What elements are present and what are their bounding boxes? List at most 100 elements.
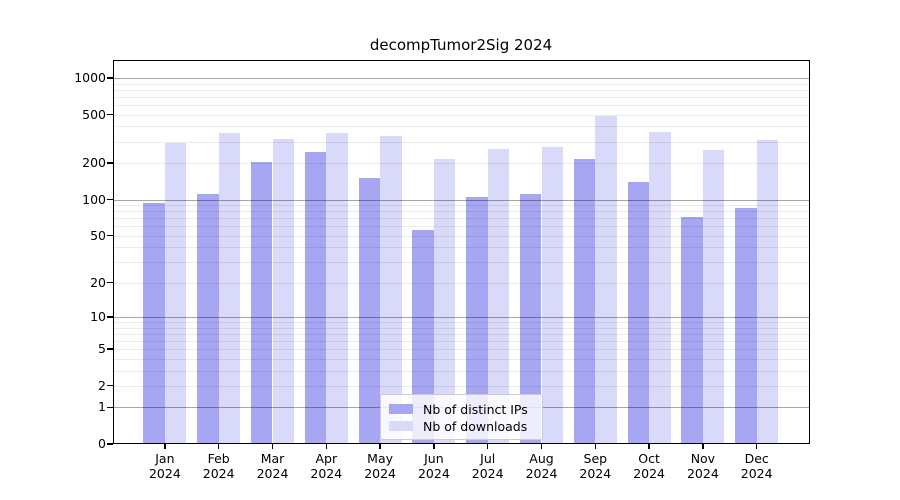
bar-nb-of-distinct-ips-sep-2024 [573,158,596,444]
y-tick-mark-1 [107,406,113,408]
x-tick-label-nov-2024: Nov 2024 [686,451,719,481]
x-tick-label-jul-2024: Jul 2024 [471,451,504,481]
x-tick-label-mar-2024: Mar 2024 [256,451,289,481]
bar-nb-of-downloads-jul-2024 [487,149,510,444]
y-tick-label-50: 50 [90,227,106,243]
bar-nb-of-distinct-ips-may-2024 [358,178,381,444]
y-tick-mark-10 [107,316,113,318]
major-gridline-10 [113,317,810,318]
legend-item-distinct-ips: Nb of distinct IPs [389,401,534,417]
x-tick-mark-nov-2024 [702,444,704,449]
x-tick-mark-may-2024 [379,444,381,449]
legend-swatch-downloads [389,421,413,431]
x-tick-label-apr-2024: Apr 2024 [310,451,343,481]
bar-nb-of-distinct-ips-nov-2024 [681,216,703,444]
minor-gridline-20 [113,282,810,284]
y-tick-label-2: 2 [98,377,106,393]
bar-nb-of-downloads-jan-2024 [164,143,187,444]
plot-area: Nb of distinct IPs Nb of downloads [113,60,810,444]
y-tick-label-100: 100 [82,191,106,207]
bar-nb-of-distinct-ips-jan-2024 [143,203,165,444]
y-tick-mark-0 [107,443,113,445]
x-tick-label-dec-2024: Dec 2024 [740,451,773,481]
bar-nb-of-downloads-oct-2024 [649,132,671,444]
legend: Nb of distinct IPs Nb of downloads [380,394,543,440]
y-tick-label-10: 10 [90,309,106,324]
y-tick-mark-1000 [107,77,113,79]
x-tick-mark-dec-2024 [756,444,758,449]
bar-nb-of-downloads-dec-2024 [756,139,779,444]
minor-gridline-500 [113,114,810,116]
y-tick-label-0: 0 [98,436,106,451]
minor-gridline-60 [113,226,810,228]
minor-gridline-900 [113,83,810,85]
bar-nb-of-distinct-ips-jun-2024 [412,229,434,444]
minor-gridline-600 [113,105,810,106]
minor-gridline-40 [113,247,810,249]
bar-nb-of-distinct-ips-mar-2024 [250,161,273,444]
bar-nb-of-downloads-apr-2024 [326,132,348,444]
minor-gridline-700 [113,96,810,98]
bar-nb-of-distinct-ips-dec-2024 [735,208,757,444]
x-tick-label-jun-2024: Jun 2024 [417,451,450,481]
y-tick-mark-200 [107,162,113,164]
legend-swatch-distinct-ips [389,404,413,414]
minor-gridline-90 [113,205,810,206]
y-tick-mark-2 [107,385,113,387]
x-tick-label-jan-2024: Jan 2024 [148,451,181,481]
minor-gridline-3 [113,370,810,372]
minor-gridline-200 [113,163,810,164]
minor-gridline-30 [113,262,810,264]
minor-gridline-4 [113,358,810,360]
bar-nb-of-distinct-ips-aug-2024 [519,193,542,444]
minor-gridline-300 [113,141,810,143]
y-tick-label-1: 1 [98,399,106,415]
major-gridline-100 [113,199,810,201]
x-tick-mark-aug-2024 [540,444,543,449]
x-tick-mark-jul-2024 [487,444,489,449]
y-tick-label-1000: 1000 [74,69,106,85]
x-tick-label-sep-2024: Sep 2024 [579,451,612,481]
legend-item-downloads: Nb of downloads [389,418,534,434]
y-tick-mark-20 [107,282,113,284]
y-tick-label-500: 500 [82,106,106,122]
legend-label-distinct-ips: Nb of distinct IPs [423,401,528,417]
x-tick-label-feb-2024: Feb 2024 [202,451,235,481]
minor-gridline-400 [113,126,810,128]
x-tick-label-oct-2024: Oct 2024 [633,451,665,481]
x-tick-mark-mar-2024 [271,444,274,449]
bar-nb-of-downloads-aug-2024 [541,146,564,444]
y-tick-label-5: 5 [98,341,106,357]
minor-gridline-5 [113,349,810,351]
minor-gridline-70 [113,218,810,220]
minor-gridline-7 [113,333,810,335]
chart-title: decompTumor2Sig 2024 [369,36,553,54]
minor-gridline-9 [113,322,810,323]
y-tick-mark-500 [107,113,113,116]
x-tick-mark-jan-2024 [164,444,166,449]
x-tick-mark-apr-2024 [325,444,327,449]
minor-gridline-80 [113,211,810,213]
bar-nb-of-distinct-ips-feb-2024 [197,193,219,444]
y-tick-mark-50 [107,235,113,237]
y-tick-mark-100 [107,198,113,201]
x-tick-label-may-2024: May 2024 [364,451,396,481]
legend-label-downloads: Nb of downloads [423,418,528,434]
bar-nb-of-downloads-sep-2024 [595,116,617,444]
minor-gridline-8 [113,327,810,329]
x-tick-mark-feb-2024 [218,444,220,449]
x-tick-mark-oct-2024 [648,444,650,449]
minor-gridline-6 [113,340,810,342]
bar-nb-of-downloads-feb-2024 [218,132,241,444]
bar-nb-of-distinct-ips-jul-2024 [466,196,488,444]
y-tick-label-200: 200 [82,155,106,170]
bar-nb-of-downloads-jun-2024 [433,159,456,444]
major-gridline-1000 [113,77,810,79]
bar-nb-of-downloads-mar-2024 [272,139,295,444]
x-tick-mark-jun-2024 [433,444,435,449]
y-tick-mark-5 [107,348,113,350]
minor-gridline-50 [113,235,810,237]
bar-nb-of-distinct-ips-oct-2024 [627,181,650,444]
x-tick-mark-sep-2024 [594,444,596,449]
